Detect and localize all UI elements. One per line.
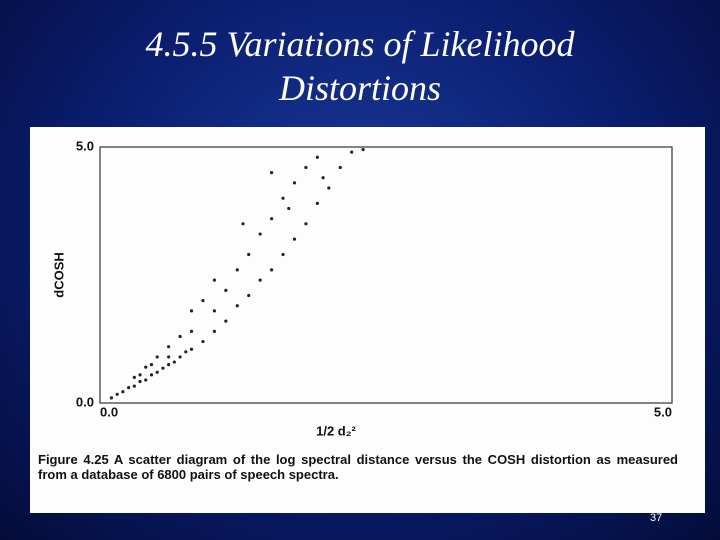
scatter-point	[327, 186, 331, 190]
scatter-point	[212, 278, 216, 282]
scatter-point	[138, 379, 142, 384]
scatter-point	[292, 181, 297, 185]
scatter-point	[132, 375, 136, 379]
scatter-point	[235, 304, 239, 308]
scatter-point	[167, 345, 171, 349]
scatter-point	[304, 222, 308, 226]
scatter-point	[178, 355, 182, 359]
scatter-point	[201, 299, 205, 303]
page-number: 37	[650, 512, 663, 524]
scatter-point	[321, 176, 325, 180]
scatter-point	[144, 378, 148, 382]
scatter-point	[241, 222, 245, 226]
scatter-point	[189, 309, 194, 313]
y-axis-label: dCOSH	[51, 252, 66, 298]
scatter-point	[258, 278, 262, 282]
scatter-point	[115, 392, 119, 396]
scatter-point	[224, 288, 228, 292]
scatter-point	[121, 390, 125, 394]
scatter-point	[155, 355, 159, 359]
scatter-point	[270, 217, 274, 221]
scatter-point	[132, 384, 136, 388]
scatter-point	[167, 355, 171, 359]
x-axis-label: 1/2 d₂²	[316, 423, 356, 438]
scatter-point	[189, 347, 194, 351]
scatter-point	[281, 196, 285, 200]
scatter-point	[287, 206, 291, 211]
scatter-point	[315, 201, 319, 205]
figure-caption: Figure 4.25 A scatter diagram of the log…	[38, 452, 678, 482]
scatter-point	[212, 309, 216, 313]
scatter-point	[361, 147, 365, 152]
scatter-point	[161, 366, 165, 370]
scatter-point	[172, 360, 176, 364]
scatter-point	[224, 319, 228, 323]
figure-panel	[30, 127, 705, 513]
scatter-point	[189, 329, 194, 333]
scatter-point	[184, 350, 188, 354]
scatter-point	[178, 334, 182, 339]
y-tick-label: 5.0	[76, 138, 94, 153]
scatter-point	[109, 396, 114, 400]
scatter-point	[247, 293, 251, 298]
scatter-point	[138, 373, 142, 377]
scatter-point	[338, 165, 342, 170]
scatter-point	[270, 268, 274, 272]
scatter-point	[149, 373, 154, 377]
scatter-point	[270, 171, 274, 175]
x-tick-label: 0.0	[100, 404, 118, 419]
scatter-point	[127, 386, 131, 390]
scatter-point	[350, 150, 354, 154]
scatter-point	[292, 237, 297, 241]
scatter-point	[144, 365, 148, 369]
slide-title: 4.5.5 Variations of Likelihood Distortio…	[145, 24, 575, 108]
scatter-point	[149, 363, 154, 367]
scatter-point	[315, 155, 319, 159]
scatter-point	[155, 370, 159, 374]
scatter-point	[247, 252, 251, 257]
scatter-point	[235, 268, 239, 272]
y-tick-label: 0.0	[76, 394, 94, 409]
x-tick-label: 5.0	[654, 404, 672, 419]
scatter-point	[167, 363, 171, 367]
scatter-point	[258, 232, 262, 236]
scatter-point	[201, 339, 205, 344]
scatter-point	[212, 329, 216, 333]
plot-frame	[99, 146, 673, 404]
scatter-point	[304, 165, 308, 170]
scatter-point	[281, 252, 285, 257]
